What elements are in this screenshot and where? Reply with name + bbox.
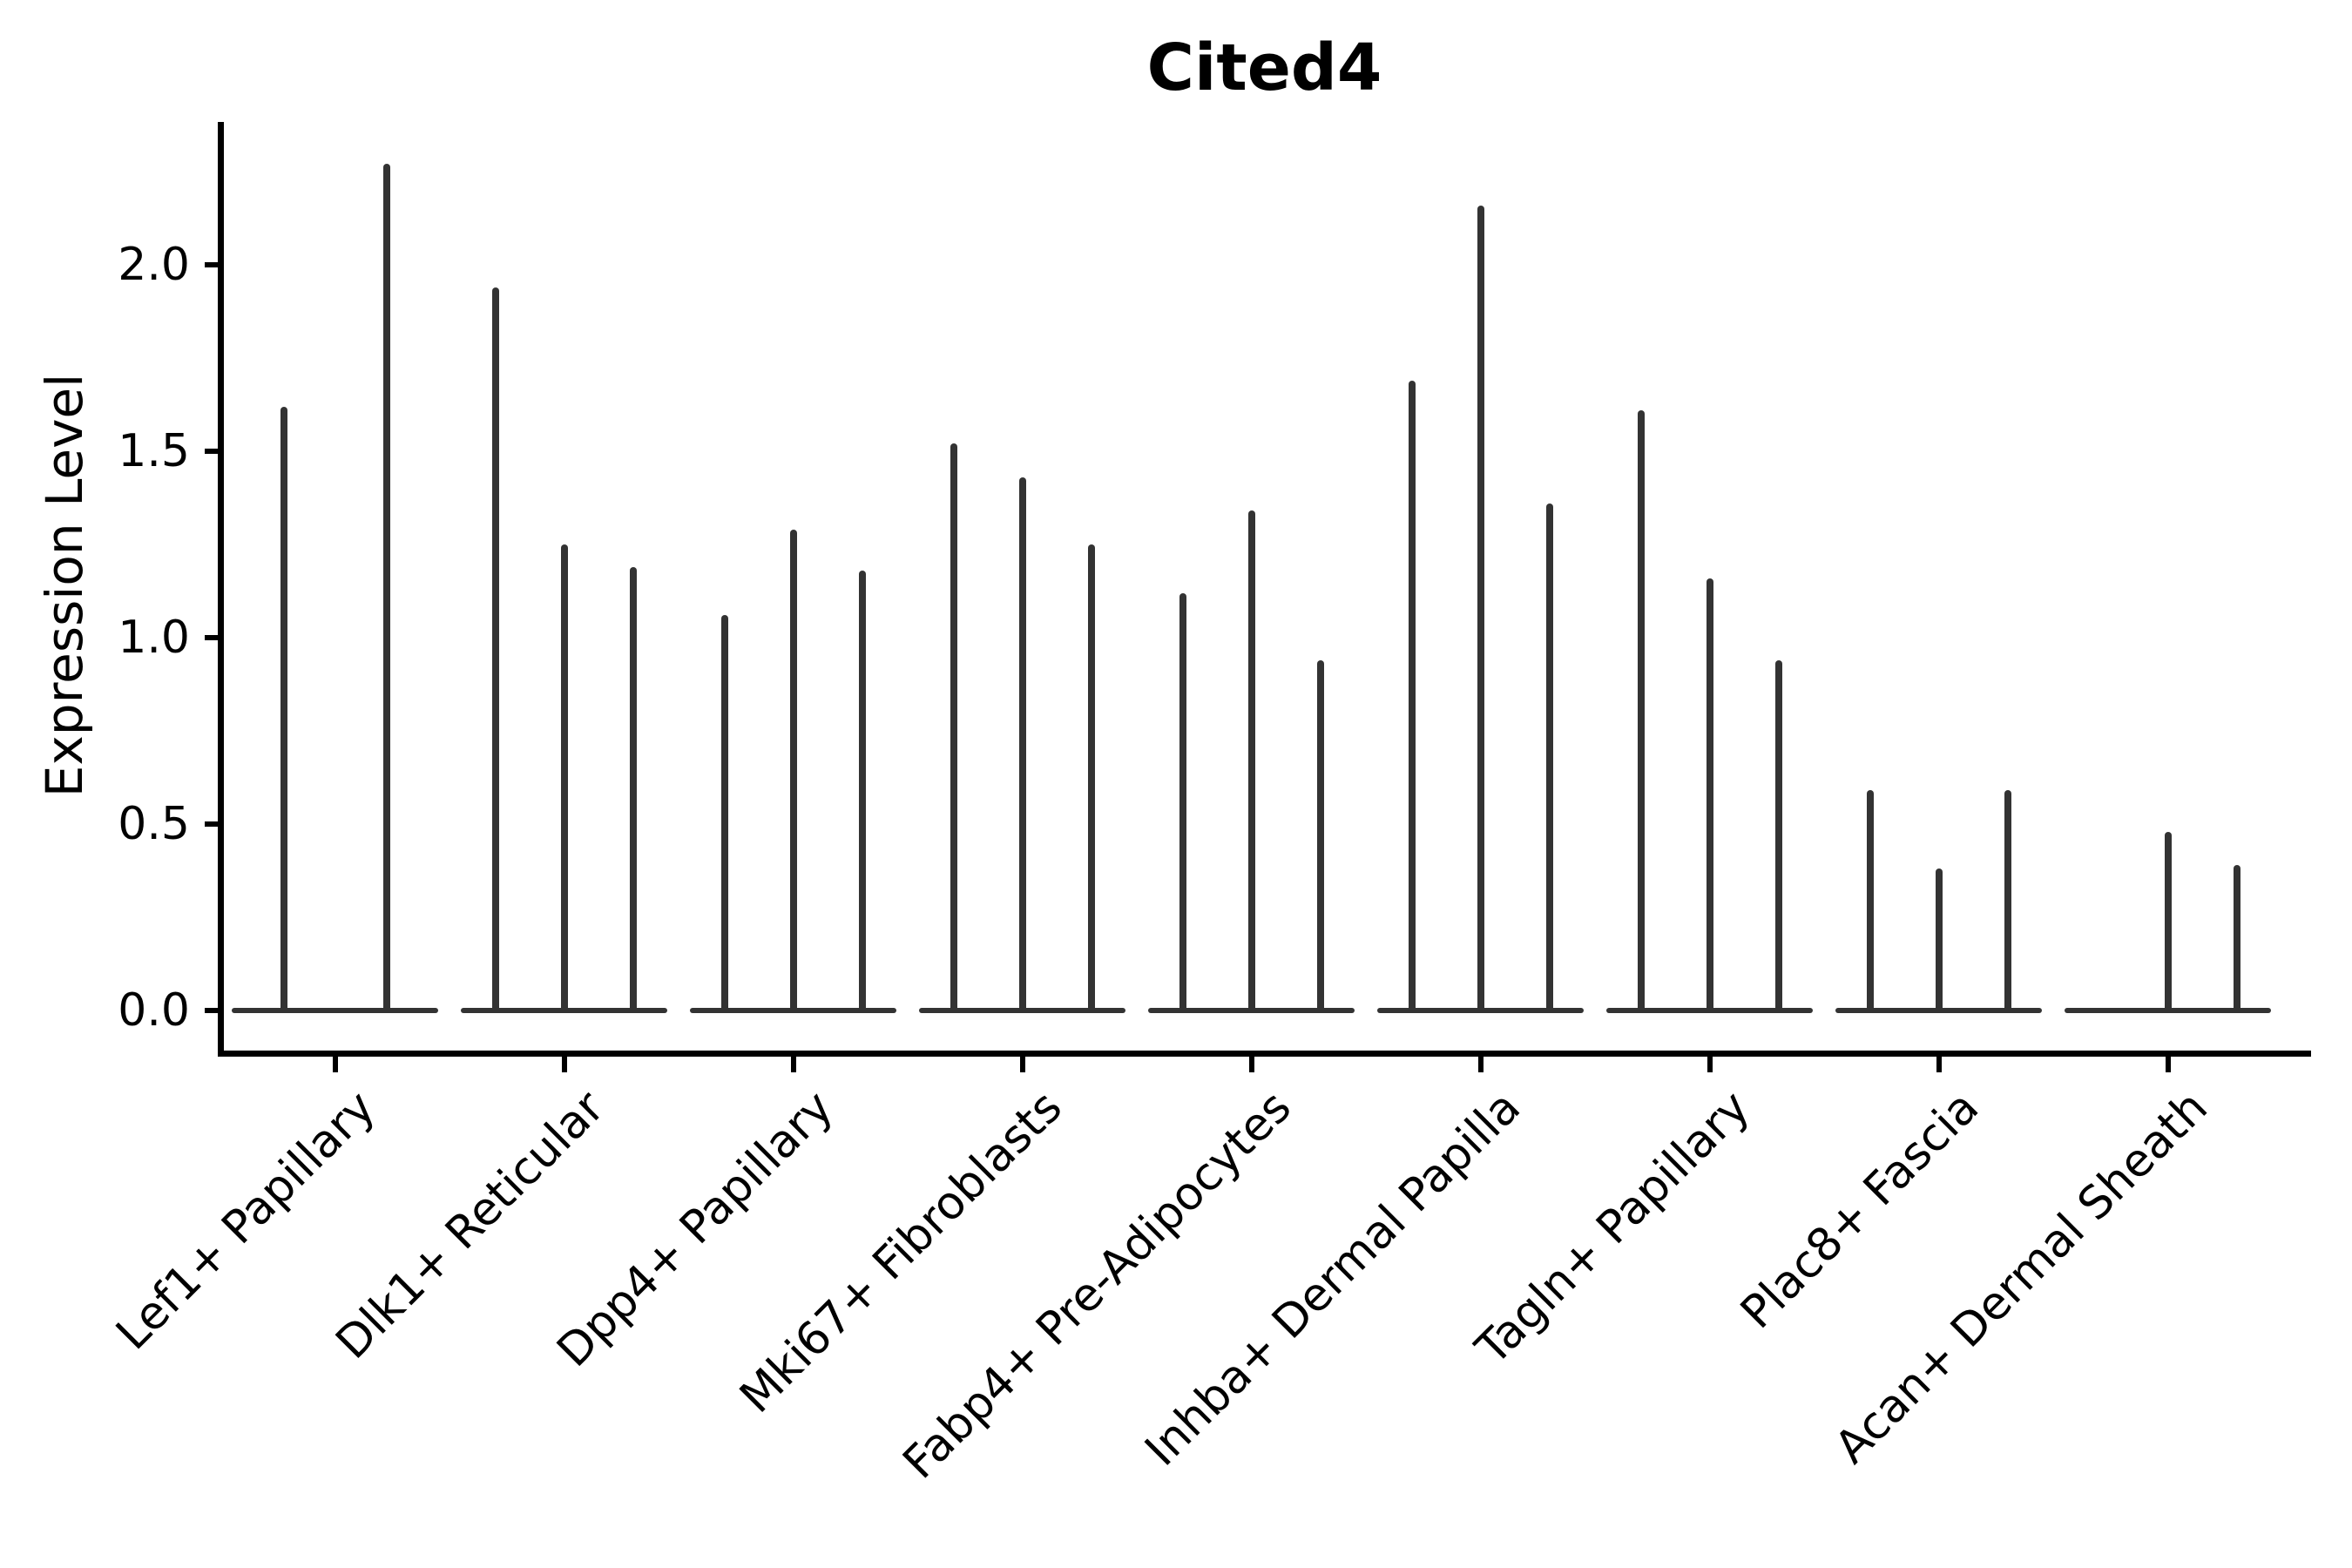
y-tick-label: 2.0: [118, 239, 190, 291]
violin-spike: [1179, 592, 1186, 1010]
violin-spike: [1018, 476, 1026, 1010]
violin-base: [1606, 1008, 1813, 1013]
violin-spike: [1545, 503, 1553, 1010]
violin-spike: [280, 406, 287, 1010]
violin-base: [232, 1008, 438, 1013]
y-tick-mark: [205, 262, 220, 267]
violin-spike: [382, 164, 390, 1010]
violin-base: [461, 1008, 667, 1013]
y-tick-label: 0.0: [118, 984, 190, 1037]
x-tick-mark: [332, 1057, 338, 1072]
violin-spike: [1637, 409, 1645, 1010]
violin-spike: [789, 529, 797, 1010]
x-tick-mark: [1477, 1057, 1484, 1072]
x-tick-mark: [1019, 1057, 1025, 1072]
violin-base: [1835, 1008, 2042, 1013]
violin-spike: [629, 566, 637, 1010]
violin-base: [690, 1008, 896, 1013]
y-tick-label: 1.0: [118, 612, 190, 664]
violin-spike: [1316, 659, 1324, 1010]
x-tick-label: Plac8+ Fascia: [1731, 1081, 1990, 1340]
y-tick-mark: [205, 635, 220, 640]
violin-spike: [560, 544, 568, 1010]
x-tick-mark: [1936, 1057, 1942, 1072]
x-tick-mark: [1248, 1057, 1254, 1072]
x-tick-label: Fabp4+ Pre-Adipocytes: [893, 1081, 1302, 1490]
violin-spike: [1935, 868, 1943, 1010]
y-tick-label: 1.5: [118, 425, 190, 477]
violin-spike: [491, 287, 499, 1010]
x-tick-label: Acan+ Dermal Sheath: [1825, 1081, 2219, 1474]
violin-spike: [1408, 380, 1416, 1010]
x-tick-mark: [561, 1057, 567, 1072]
violin-spike: [2004, 790, 2011, 1010]
violin-spike: [1247, 510, 1255, 1010]
x-tick-mark: [1707, 1057, 1713, 1072]
violin-base: [1148, 1008, 1355, 1013]
violin-spike: [1477, 205, 1484, 1010]
y-tick-mark: [205, 821, 220, 827]
violin-spike: [2233, 865, 2240, 1010]
violin-spike: [1774, 659, 1782, 1010]
x-tick-mark: [2165, 1057, 2171, 1072]
violin-spike: [1087, 544, 1095, 1010]
x-tick-label: Inhba+ Dermal Papilla: [1135, 1081, 1531, 1477]
y-axis-spine: [218, 122, 224, 1057]
plot-title: Cited4: [1146, 30, 1382, 105]
violin-spike: [858, 570, 866, 1010]
y-tick-mark: [205, 1008, 220, 1013]
violin-base: [2065, 1008, 2271, 1013]
y-tick-mark: [205, 449, 220, 454]
violin-base: [919, 1008, 1125, 1013]
x-tick-mark: [790, 1057, 796, 1072]
violin-spike: [1866, 790, 1874, 1010]
y-tick-label: 0.5: [118, 798, 190, 850]
violin-spike: [720, 615, 728, 1010]
violin-spike: [2164, 831, 2172, 1010]
violin-base: [1377, 1008, 1584, 1013]
violin-spike: [950, 443, 957, 1010]
violin-spike: [1706, 578, 1713, 1010]
x-axis-spine: [218, 1051, 2311, 1057]
